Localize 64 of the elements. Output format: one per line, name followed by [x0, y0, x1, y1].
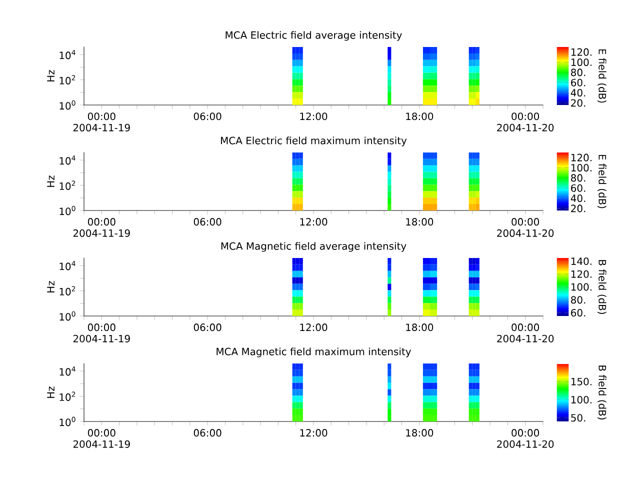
- x-tick-label: 18:00: [406, 429, 434, 437]
- color-bar-label: 150.: [571, 378, 592, 386]
- color-bar-label: 120.: [571, 48, 592, 56]
- color-bar-label: 100.: [571, 164, 592, 172]
- y-tick-label: 10$^{2}$: [60, 75, 76, 84]
- x-tick-label: 00:00 2004-11-20: [497, 324, 554, 342]
- y-axis-title: Hz: [47, 386, 54, 398]
- chart-title: MCA Electric field average intensity: [226, 31, 402, 41]
- y-tick-label: 10$^{4}$: [60, 50, 76, 60]
- x-tick-label: 00:00 2004-11-20: [497, 112, 554, 132]
- y-tick-label: 10$^{0}$: [60, 206, 76, 216]
- y-tick-label: 10$^{4}$: [60, 260, 76, 270]
- y-tick-label: 10$^{0}$: [60, 311, 76, 321]
- y-tick-label: 10$^{4}$: [60, 366, 76, 376]
- y-tick-label: 10$^{4}$: [60, 155, 76, 165]
- x-tick-label: 00:00 2004-11-19: [73, 429, 130, 448]
- x-tick-label: 00:00 2004-11-20: [497, 218, 554, 237]
- color-bar-label: 20.: [571, 99, 586, 107]
- color-bar-label: 120.: [571, 154, 592, 162]
- x-tick-label: 00:00 2004-11-19: [73, 218, 130, 237]
- color-bar-label: 100.: [571, 283, 592, 291]
- x-tick-label: 18:00: [406, 218, 434, 226]
- y-axis-title: Hz: [47, 70, 54, 82]
- x-tick-label: 06:00: [194, 429, 222, 437]
- y-tick-label: 10$^{2}$: [60, 286, 76, 296]
- x-tick-label: 18:00: [406, 112, 434, 120]
- x-tick-label: 00:00 2004-11-19: [73, 112, 130, 132]
- x-tick-label: 00:00 2004-11-20: [497, 429, 554, 448]
- x-tick-label: 06:00: [194, 112, 222, 120]
- color-bar-label: 80.: [571, 174, 586, 182]
- color-bar-label: 40.: [570, 89, 586, 97]
- y-tick-label: 10$^{0}$: [60, 100, 76, 110]
- color-bar-label: 100.: [571, 396, 592, 404]
- x-tick-label: 12:00: [300, 218, 328, 226]
- color-bar-label: 80.: [571, 296, 586, 304]
- x-tick-label: 18:00: [406, 324, 434, 332]
- y-axis-title: Hz: [47, 281, 54, 292]
- y-tick-label: 10$^{0}$: [60, 416, 76, 426]
- color-bar-title: E field (dB): [597, 154, 606, 208]
- color-bar-label: 100.: [571, 58, 592, 66]
- x-tick-label: 06:00: [194, 324, 222, 332]
- color-bar-title: B field (dB): [597, 366, 606, 420]
- color-bar-label: 40.: [570, 194, 586, 202]
- color-bar-label: 140.: [571, 257, 592, 265]
- y-tick-label: 10$^{2}$: [60, 392, 76, 401]
- x-tick-label: 00:00 2004-11-19: [73, 324, 130, 342]
- y-axis-title: Hz: [47, 176, 54, 187]
- color-bar-label: 120.: [571, 270, 592, 278]
- color-bar-label: 50.: [571, 414, 586, 422]
- color-bar-label: 60.: [571, 184, 586, 192]
- color-bar-label: 60.: [571, 78, 586, 86]
- y-tick-label: 10$^{2}$: [60, 180, 76, 190]
- color-bar-label: 80.: [571, 68, 586, 76]
- color-bar-label: 20.: [571, 204, 586, 212]
- color-bar-label: 60.: [571, 309, 586, 317]
- color-bar-title: E field (dB): [597, 49, 606, 103]
- x-tick-label: 12:00: [300, 112, 328, 120]
- x-tick-label: 12:00: [300, 429, 328, 437]
- chart-title: MCA Magnetic field average intensity: [221, 242, 406, 252]
- x-tick-label: 06:00: [194, 218, 222, 226]
- chart-title: MCA Electric field maximum intensity: [221, 136, 407, 146]
- chart-title: MCA Magnetic field maximum intensity: [216, 348, 412, 358]
- x-tick-label: 12:00: [300, 324, 328, 332]
- color-bar-title: B field (dB): [597, 260, 606, 314]
